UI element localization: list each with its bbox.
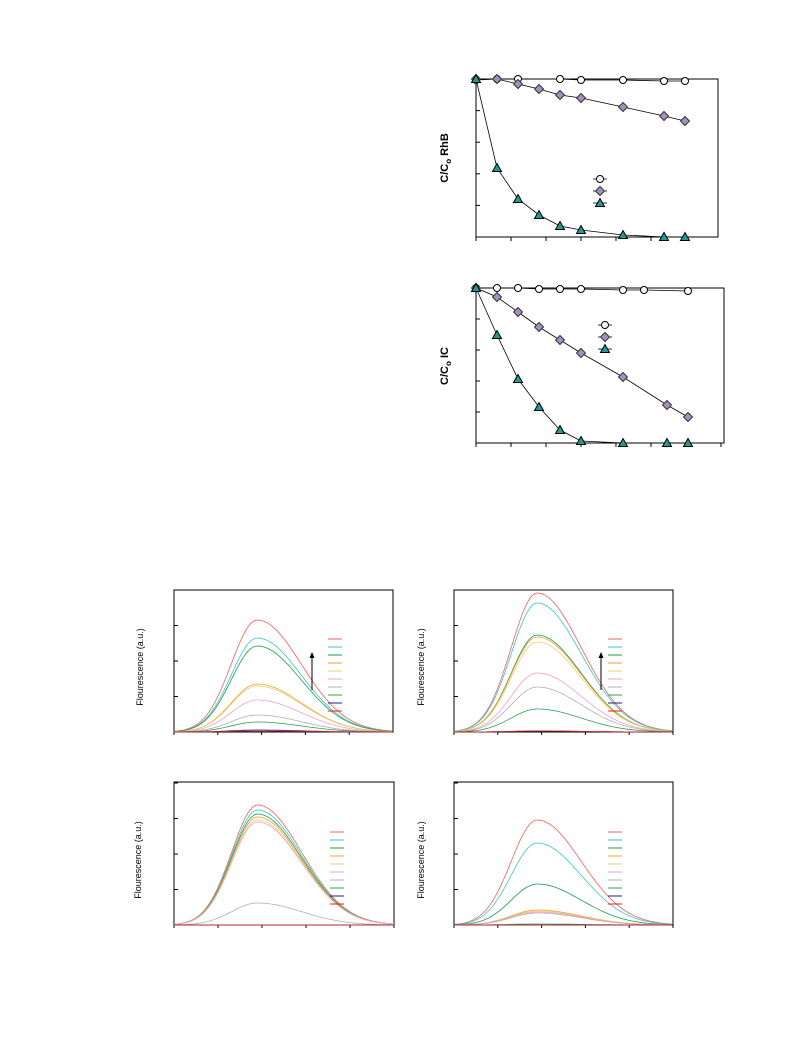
marker [533, 209, 545, 219]
marker [491, 329, 503, 339]
marker [512, 193, 524, 203]
marker [679, 115, 691, 127]
marker [661, 437, 673, 447]
marker [682, 411, 694, 423]
marker [596, 175, 604, 183]
marker [682, 437, 694, 447]
spectrum [453, 641, 673, 732]
y-axis-label: C/Co IC [439, 347, 453, 385]
marker [575, 92, 587, 104]
spectrum [453, 634, 673, 732]
marker [512, 78, 524, 90]
marker [658, 110, 670, 122]
y-axis-label: Flourescence (a.u.) [135, 628, 145, 706]
spectrum [174, 699, 392, 733]
spectrum [174, 714, 392, 733]
spectrum [454, 912, 672, 926]
marker [599, 343, 611, 353]
marker [470, 73, 482, 83]
marker [617, 371, 629, 383]
marker [491, 73, 503, 85]
plot-frame [173, 589, 394, 733]
spectrum [454, 672, 673, 732]
y-axis-label: Flourescence (a.u.) [133, 821, 143, 899]
marker [556, 75, 564, 83]
marker [594, 197, 606, 207]
plot-frame [173, 781, 395, 926]
y-axis-label: Flourescence (a.u.) [416, 628, 426, 706]
spectrum [453, 883, 672, 926]
spectrum [454, 686, 673, 733]
plot-frame [475, 287, 725, 444]
marker [535, 285, 543, 293]
marker [577, 285, 585, 293]
spectrum [173, 637, 393, 732]
marker [661, 399, 673, 411]
marker [575, 347, 587, 359]
marker [514, 284, 522, 292]
marker [577, 76, 585, 84]
spectrum [173, 902, 394, 926]
arrow-head [598, 652, 604, 658]
arrow-head [309, 652, 315, 658]
marker [493, 284, 501, 292]
marker [554, 424, 566, 434]
spectrum [173, 809, 395, 925]
spectrum [454, 730, 672, 733]
spectrum [453, 592, 673, 732]
marker [533, 401, 545, 411]
spectrum [173, 819, 395, 925]
spectrum [174, 730, 392, 733]
spectrum [173, 821, 395, 925]
marker [556, 285, 564, 293]
plot-frame [453, 781, 674, 926]
marker [660, 77, 668, 85]
marker [658, 231, 670, 241]
spectrum [173, 813, 395, 925]
spectrum [453, 842, 673, 925]
spectrum [453, 819, 673, 925]
marker [554, 220, 566, 230]
marker [575, 435, 587, 445]
marker [679, 231, 691, 241]
marker [619, 286, 627, 294]
marker [681, 77, 689, 85]
marker [512, 373, 524, 383]
marker [617, 229, 629, 239]
spectrum [173, 816, 395, 925]
marker [533, 321, 545, 333]
marker [554, 334, 566, 346]
spectrum [173, 645, 393, 732]
spectrum [173, 619, 393, 732]
spectrum [453, 708, 672, 733]
marker [617, 101, 629, 113]
plot-frame [475, 78, 719, 238]
marker [575, 224, 587, 234]
marker [619, 76, 627, 84]
marker [512, 306, 524, 318]
marker [533, 83, 545, 95]
marker [684, 287, 692, 295]
marker [554, 89, 566, 101]
curve [475, 287, 688, 444]
spectrum [174, 685, 393, 733]
marker [640, 286, 648, 294]
y-axis-label: Flourescence (a.u.) [416, 821, 426, 899]
spectrum [453, 602, 673, 732]
marker [601, 321, 609, 329]
marker [599, 331, 611, 343]
spectrum [453, 636, 673, 732]
marker [594, 185, 606, 197]
spectrum [174, 721, 392, 733]
marker [470, 282, 482, 292]
marker [617, 437, 629, 447]
marker [491, 291, 503, 303]
marker [491, 162, 503, 172]
y-axis-label: C/Co RhB [439, 133, 453, 183]
